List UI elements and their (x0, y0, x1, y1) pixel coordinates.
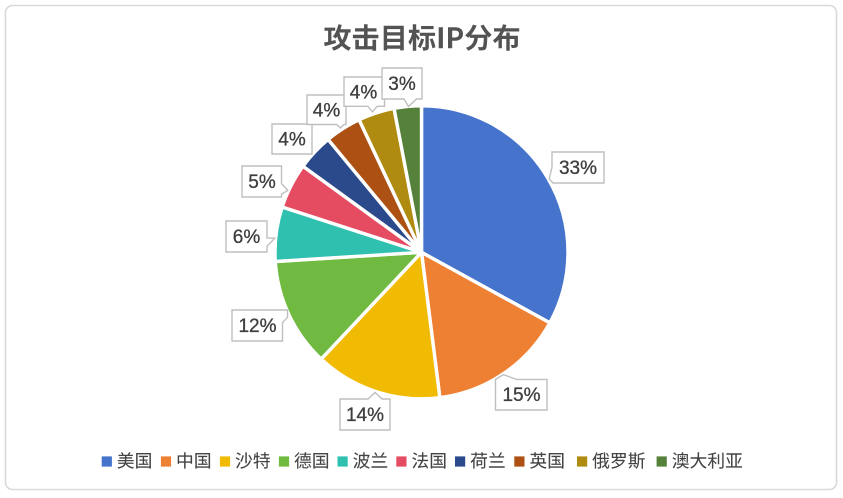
svg-text:14%: 14% (346, 405, 384, 426)
svg-text:4%: 4% (313, 101, 341, 122)
svg-text:5%: 5% (248, 172, 276, 193)
svg-text:4%: 4% (278, 130, 306, 151)
svg-text:15%: 15% (502, 385, 540, 406)
svg-text:3%: 3% (388, 74, 416, 95)
svg-text:6%: 6% (233, 227, 261, 248)
svg-text:33%: 33% (559, 158, 597, 179)
svg-text:12%: 12% (238, 316, 276, 337)
svg-text:4%: 4% (350, 83, 378, 104)
